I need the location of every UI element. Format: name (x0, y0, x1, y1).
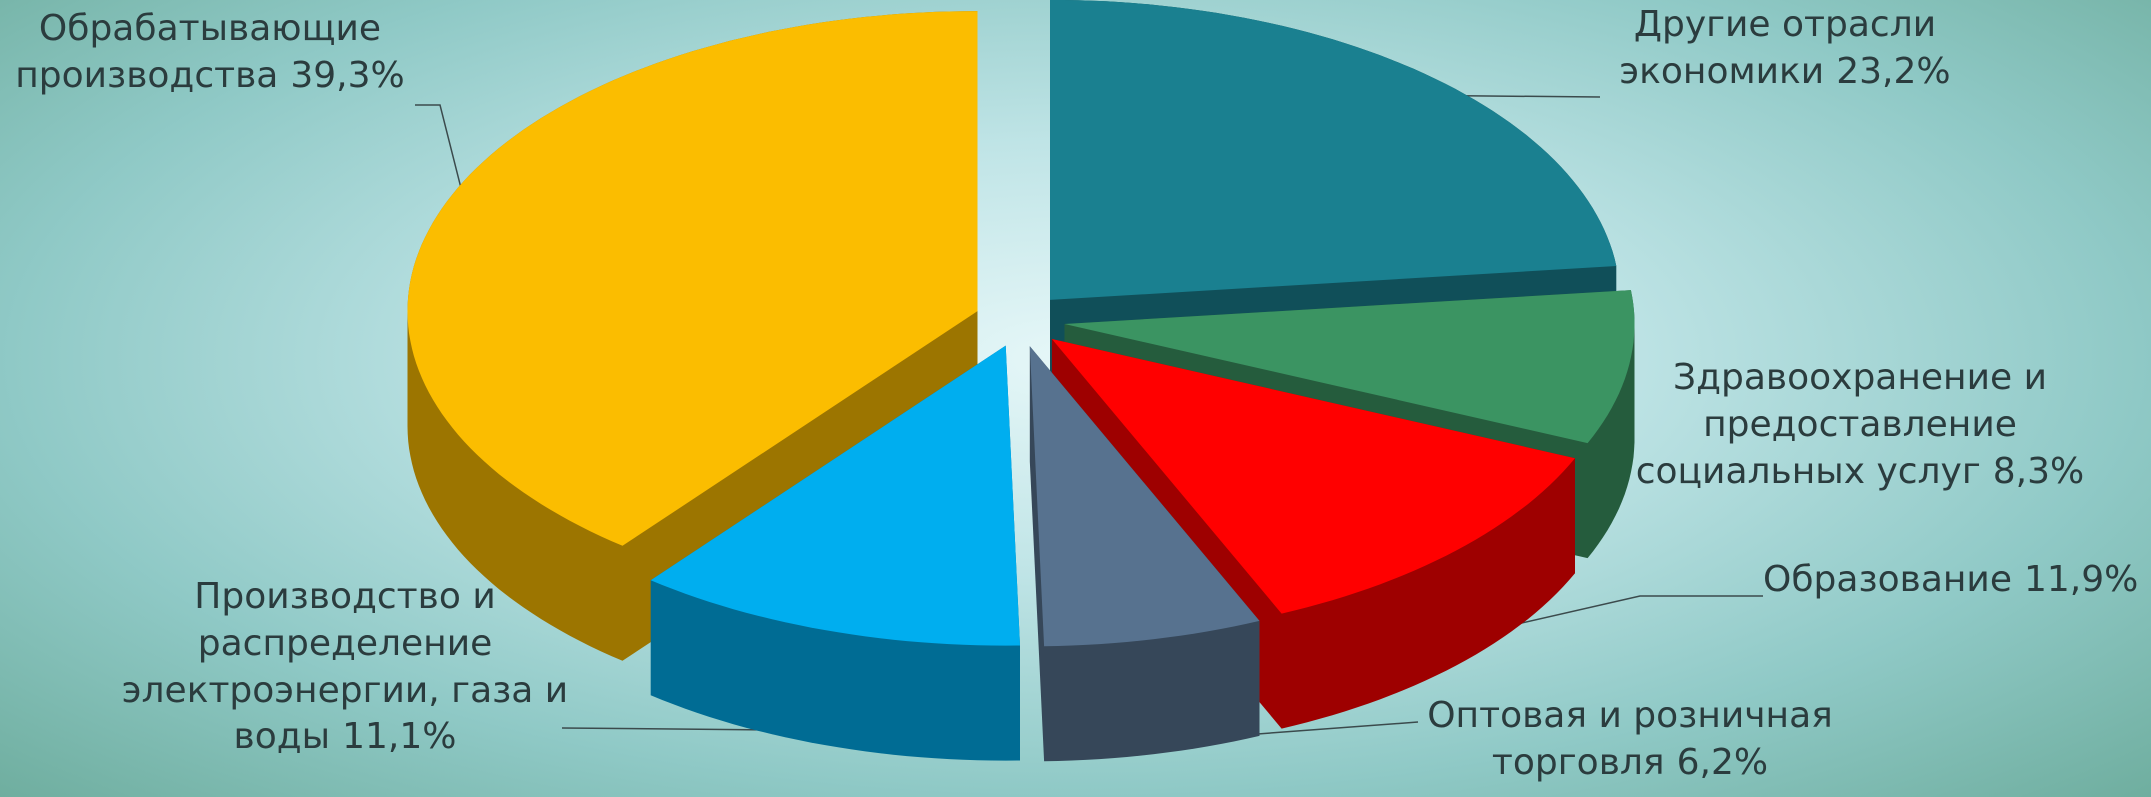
value-label: 6,2% (1676, 741, 1769, 783)
slice (1050, 0, 1617, 300)
category-label: Оптовая и розничная торговля (1427, 695, 1833, 783)
slice-label: Здравоохранение и предоставление социаль… (1615, 355, 2105, 495)
value-label: 39,3% (290, 54, 405, 96)
pie (407, 0, 1635, 762)
slice-label: Оптовая и розничная торговля 6,2% (1400, 693, 1860, 787)
leader-lines (415, 94, 1763, 743)
category-label: Другие отрасли экономики (1619, 4, 1937, 92)
leader-line (1499, 595, 1763, 629)
category-label: Образование (1763, 559, 2012, 600)
leader-line (415, 104, 463, 193)
slice (1051, 339, 1575, 614)
slice-label: Образование 11,9% (1763, 557, 2151, 604)
slice-label: Обрабатывающие производства 39,3% (0, 6, 420, 100)
category-label: Производство и распределение электроэнер… (121, 576, 569, 758)
slice (1029, 346, 1260, 647)
value-label: 11,9% (2023, 559, 2139, 600)
value-label: 11,1% (342, 716, 457, 758)
slice-label: Производство и распределение электроэнер… (115, 574, 575, 761)
value-label: 23,2% (1836, 50, 1951, 92)
slice (407, 11, 978, 546)
category-label: Обрабатывающие производства (15, 8, 382, 96)
value-label: 8,3% (1992, 450, 2085, 492)
slice (1064, 290, 1635, 444)
slice (650, 345, 1020, 646)
slice-label: Другие отрасли экономики 23,2% (1590, 2, 1980, 96)
leader-line (561, 727, 781, 731)
category-label: Здравоохранение и предоставление социаль… (1635, 357, 2047, 492)
